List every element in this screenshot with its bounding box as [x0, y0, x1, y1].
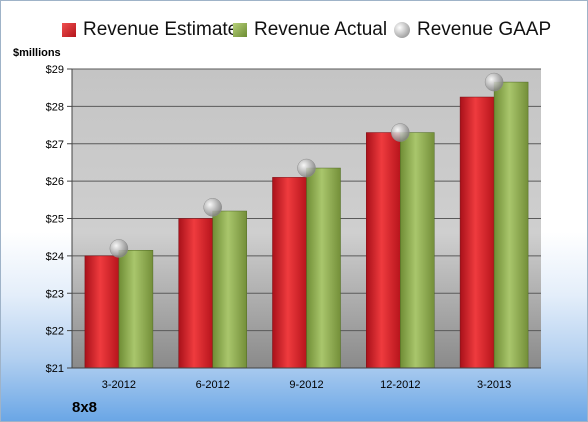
- legend-label-estimate: Revenue Estimate: [83, 19, 239, 40]
- legend: Revenue Estimate Revenue Actual Revenue …: [1, 15, 588, 45]
- x-axis: 3-2012 6-2012 9-2012 12-2012 3-2013: [72, 367, 541, 391]
- legend-swatch-estimate: [62, 23, 76, 37]
- bar-estimate: [459, 96, 495, 369]
- y-tick-label: $25: [46, 214, 64, 226]
- y-tick-label: $23: [46, 288, 64, 300]
- bars: [84, 72, 529, 369]
- bar-estimate: [366, 132, 401, 369]
- company-name: 8x8: [72, 399, 98, 416]
- marker-gaap: [203, 198, 222, 217]
- y-tick-label: $28: [46, 101, 64, 113]
- bar-actual: [493, 81, 529, 369]
- marker-gaap: [109, 239, 129, 258]
- x-tick-label: 9-2012: [289, 379, 323, 391]
- marker-gaap: [484, 72, 504, 92]
- marker-gaap: [297, 158, 316, 178]
- bar-actual: [306, 167, 341, 369]
- legend-swatch-actual: [233, 23, 247, 37]
- legend-item-actual: Revenue Actual: [233, 15, 387, 45]
- legend-label-actual: Revenue Actual: [254, 19, 388, 40]
- x-tick-label: 3-2013: [477, 379, 511, 391]
- x-tick-label: 3-2012: [102, 379, 136, 391]
- legend-swatch-gaap: [394, 22, 410, 38]
- y-tick-label: $24: [46, 251, 64, 263]
- x-tick-label: 12-2012: [380, 379, 420, 391]
- bar-actual: [400, 132, 435, 369]
- x-tick-label: 6-2012: [196, 379, 230, 391]
- y-tick-label: $22: [46, 326, 64, 338]
- bar-estimate: [178, 218, 213, 369]
- y-tick-label: $26: [46, 176, 64, 188]
- y-tick-label: $27: [46, 139, 64, 151]
- bar-actual: [118, 250, 154, 369]
- marker-gaap: [391, 123, 410, 142]
- y-tick-label: $29: [46, 64, 64, 76]
- y-tick-label: $21: [46, 363, 64, 375]
- legend-item-gaap: Revenue GAAP: [394, 15, 551, 45]
- legend-label-gaap: Revenue GAAP: [417, 19, 552, 40]
- bar-estimate: [84, 255, 120, 369]
- bar-actual: [212, 210, 247, 369]
- bar-estimate: [272, 177, 307, 369]
- units-label: $millions: [13, 47, 61, 59]
- legend-item-estimate: Revenue Estimate: [62, 15, 238, 45]
- y-axis: $21 $22 $23 $24 $25 $26 $27 $28 $29: [46, 64, 73, 375]
